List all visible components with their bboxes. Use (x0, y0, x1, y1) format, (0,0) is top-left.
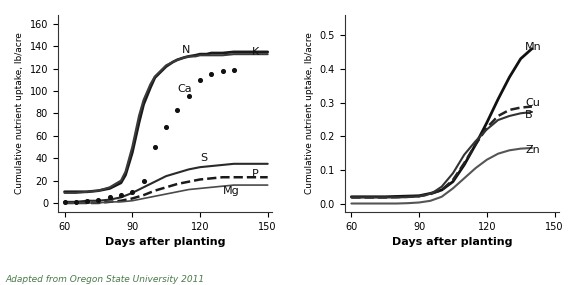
Point (184, 93, 193, 98)
Point (218, 69, 227, 73)
Text: S: S (200, 153, 207, 163)
Text: Ca: Ca (177, 84, 192, 94)
Point (94, 197, 103, 202)
X-axis label: Days after planting: Days after planting (105, 237, 225, 247)
Text: Adapted from Oregon State University 2011: Adapted from Oregon State University 201… (6, 274, 205, 284)
Text: N: N (182, 45, 190, 55)
Point (71, 200, 80, 204)
Point (229, 68, 239, 72)
Point (207, 72, 216, 77)
X-axis label: Days after planting: Days after planting (391, 237, 512, 247)
Text: Mn: Mn (525, 42, 542, 52)
Point (60, 200, 69, 204)
Text: Zn: Zn (525, 145, 540, 155)
Point (105, 195, 114, 200)
Point (150, 145, 159, 149)
Y-axis label: Cumulative nutrient uptake, lb/acre: Cumulative nutrient uptake, lb/acre (305, 32, 314, 194)
Point (173, 108, 182, 112)
Text: Cu: Cu (525, 97, 540, 107)
Point (195, 78, 204, 82)
Point (139, 178, 148, 183)
Y-axis label: Cumulative nutrient uptake, lb/acre: Cumulative nutrient uptake, lb/acre (15, 32, 24, 194)
Text: B: B (525, 110, 533, 120)
Point (127, 190, 137, 194)
Point (162, 125, 171, 129)
Point (82, 198, 91, 203)
Text: P: P (252, 169, 259, 179)
Text: K: K (252, 47, 259, 57)
Point (116, 193, 126, 198)
Text: Mg: Mg (222, 186, 239, 196)
